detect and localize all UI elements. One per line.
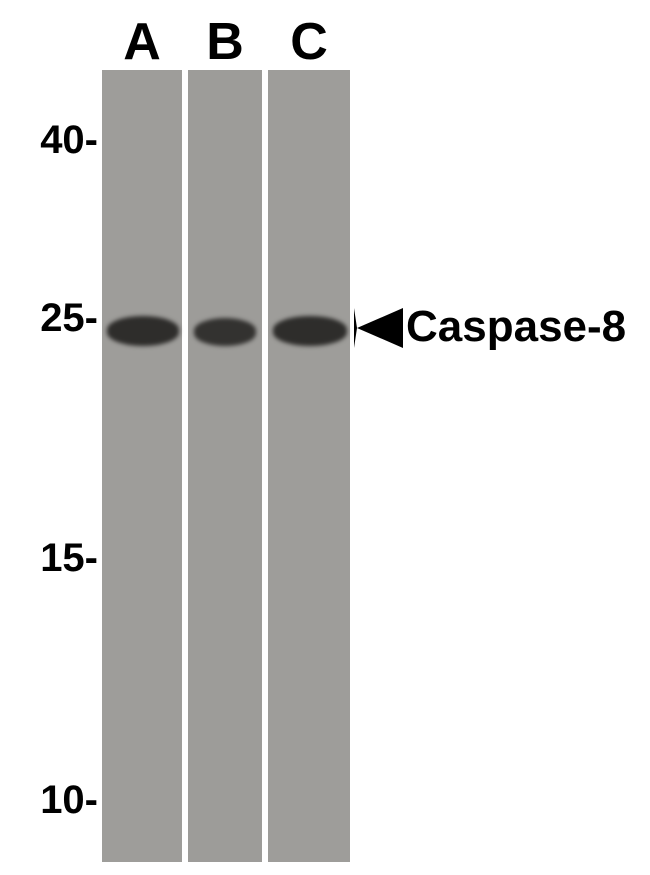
arrowhead-icon — [354, 308, 403, 348]
lane-label-b: B — [188, 12, 262, 72]
mw-marker-40: 40- — [8, 118, 98, 163]
western-blot-figure: A B C 40- 25- 15- 10- Caspase-8 — [0, 0, 650, 875]
blot-lane-c — [268, 70, 350, 862]
mw-marker-15: 15- — [8, 536, 98, 581]
protein-label: Caspase-8 — [406, 302, 626, 352]
mw-marker-25: 25- — [8, 296, 98, 341]
band-lane-c — [273, 316, 347, 346]
lane-label-c: C — [268, 12, 350, 72]
lane-label-a: A — [102, 12, 182, 72]
band-lane-a — [107, 316, 179, 346]
mw-marker-10: 10- — [8, 778, 98, 823]
blot-lane-a — [102, 70, 182, 862]
blot-lane-b — [188, 70, 262, 862]
band-lane-b — [194, 318, 256, 346]
